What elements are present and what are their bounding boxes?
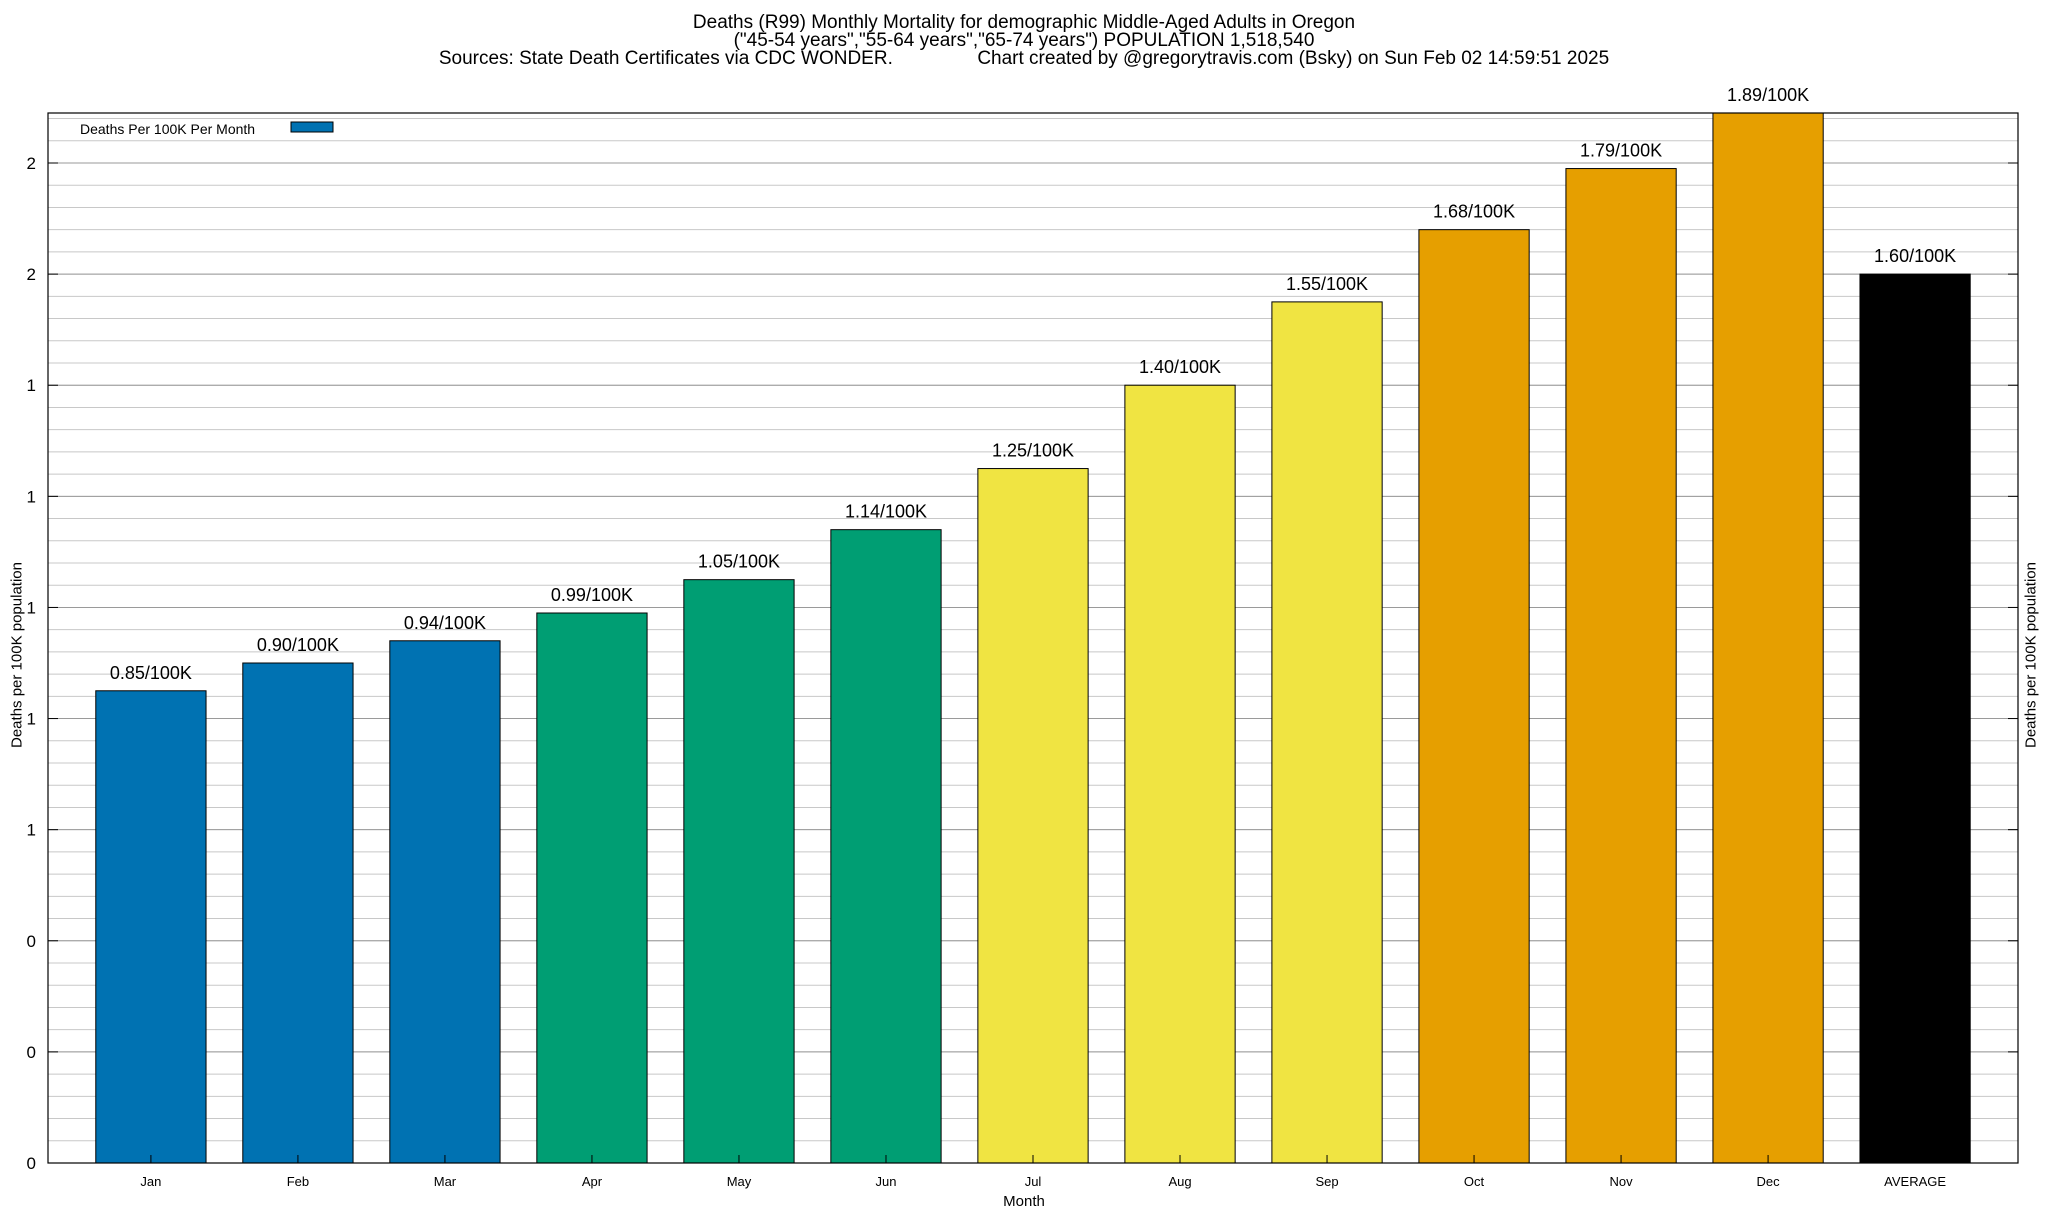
- chart-title-block: Deaths (R99) Monthly Mortality for demog…: [0, 12, 2048, 69]
- bar-jan: [95, 690, 207, 1164]
- data-label: 0.85/100K: [110, 663, 192, 683]
- x-tick-label: Jan: [140, 1174, 161, 1189]
- plot-frame: [47, 112, 2019, 1164]
- y-tick-label: 1: [27, 487, 36, 506]
- bar-nov: [1565, 168, 1677, 1164]
- x-tick-label: Feb: [287, 1174, 309, 1189]
- x-tick-label: Nov: [1609, 1174, 1633, 1189]
- bar-may: [683, 579, 795, 1164]
- data-label: 0.99/100K: [551, 585, 633, 605]
- data-label: 1.60/100K: [1874, 246, 1956, 266]
- bar-sep: [1271, 301, 1383, 1164]
- data-label: 0.90/100K: [257, 635, 339, 655]
- bar-oct: [1418, 229, 1530, 1164]
- bar-mar: [389, 640, 501, 1164]
- bar-apr: [536, 612, 648, 1164]
- bar-jul: [977, 468, 1089, 1164]
- data-label: 1.55/100K: [1286, 274, 1368, 294]
- chart-source-line: Sources: State Death Certificates via CD…: [438, 48, 1610, 69]
- y-tick-label: 2: [27, 265, 36, 284]
- y-tick-label: 0: [27, 1154, 36, 1173]
- chart-title: Deaths (R99) Monthly Mortality for demog…: [692, 12, 1356, 33]
- x-tick-label: Jul: [1025, 1174, 1042, 1189]
- ticks-layer: 0 0 0 1 1 1 1 1 2 2 Jan Feb Mar Apr May Jun Jul Aug Sep Oct…: [27, 154, 2018, 1189]
- y-tick-label: 1: [27, 710, 36, 729]
- bar-aug: [1124, 384, 1236, 1164]
- legend-swatch: [290, 121, 334, 133]
- y-tick-label: 1: [27, 821, 36, 840]
- chart-subtitle: ("45-54 years","55-64 years","65-74 year…: [733, 30, 1315, 51]
- y-tick-label: 1: [27, 598, 36, 617]
- y-tick-label: 2: [27, 154, 36, 173]
- data-label: 0.94/100K: [404, 613, 486, 633]
- y-tick-label: 1: [27, 376, 36, 395]
- legend-label: Deaths Per 100K Per Month: [80, 121, 255, 137]
- bar-dec: [1712, 112, 1824, 1164]
- x-tick-label: Dec: [1757, 1174, 1781, 1189]
- bar-jun: [830, 529, 942, 1164]
- x-tick-label: Sep: [1315, 1174, 1338, 1189]
- x-tick-label: AVERAGE: [1884, 1174, 1946, 1189]
- bars-layer: 0.85/100K 0.90/100K 0.94/100K 0.99/100K 1.05…: [95, 85, 1971, 1164]
- data-label: 1.79/100K: [1580, 141, 1662, 161]
- legend: Deaths Per 100K Per Month: [80, 121, 334, 137]
- y-axis-title: Deaths per 100K population: [2, 562, 32, 748]
- data-label: 1.14/100K: [845, 502, 927, 522]
- x-tick-label: Mar: [434, 1174, 457, 1189]
- x-tick-label: Aug: [1168, 1174, 1191, 1189]
- x-tick-label: Apr: [582, 1174, 603, 1189]
- y-axis-title-text: Deaths per 100K population: [8, 562, 26, 748]
- data-label: 1.40/100K: [1139, 357, 1221, 377]
- x-tick-label: Oct: [1464, 1174, 1485, 1189]
- y2-axis-title: Deaths per 100K population: [2016, 562, 2046, 748]
- x-axis-title: Month: [1003, 1193, 1045, 1210]
- y-tick-label: 0: [27, 932, 36, 951]
- bar-average: [1859, 273, 1971, 1164]
- data-label: 1.05/100K: [698, 552, 780, 572]
- y2-axis-title-text: Deaths per 100K population: [2022, 562, 2040, 748]
- bar-feb: [242, 662, 354, 1164]
- y-tick-label: 0: [27, 1043, 36, 1062]
- data-label: 1.68/100K: [1433, 202, 1515, 222]
- x-tick-label: Jun: [876, 1174, 897, 1189]
- data-label: 1.89/100K: [1727, 85, 1809, 105]
- x-tick-label: May: [727, 1174, 752, 1189]
- data-label: 1.25/100K: [992, 441, 1074, 461]
